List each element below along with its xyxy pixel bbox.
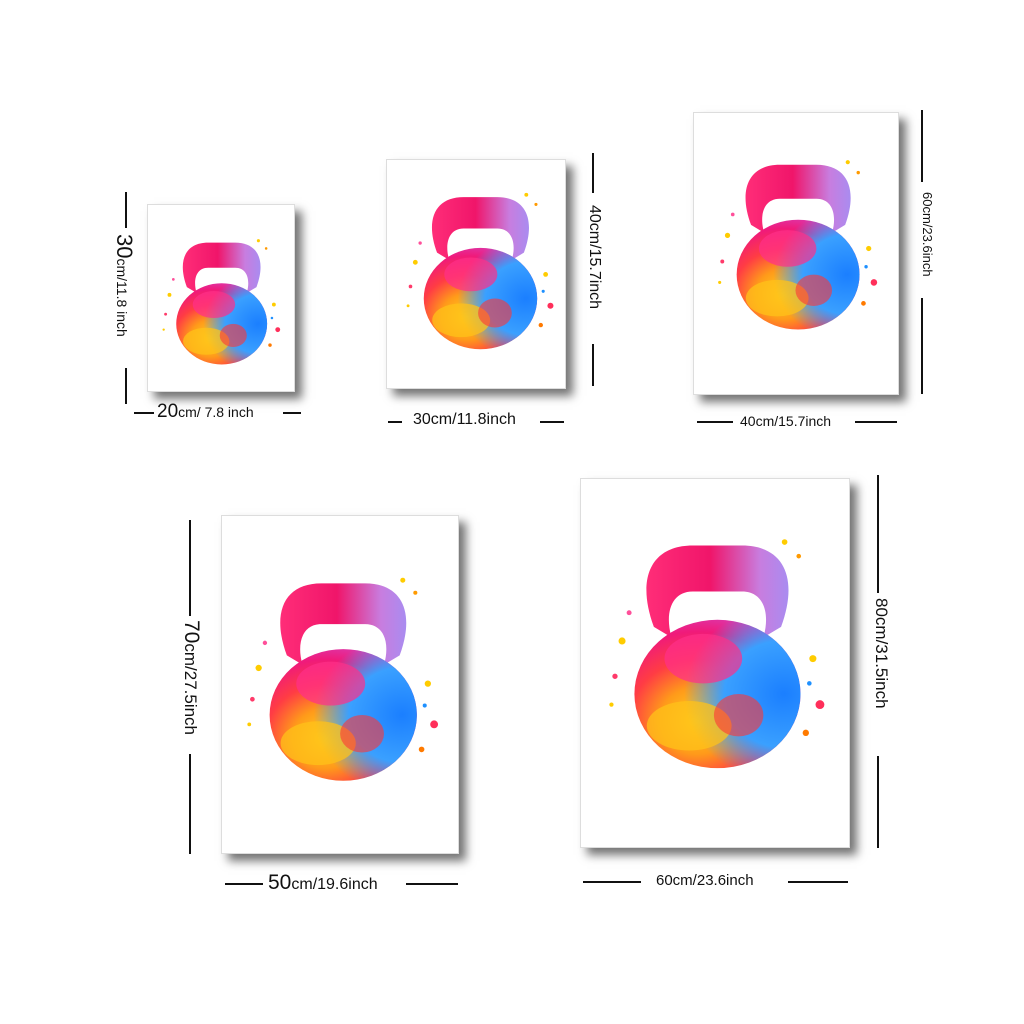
width-marker-line <box>225 883 263 885</box>
height-label: 60cm/23.6inch <box>920 192 935 277</box>
height-label: 40cm/15.7inch <box>586 205 603 310</box>
height-marker-line <box>189 520 191 616</box>
poster-20x30 <box>147 204 295 392</box>
width-marker-line <box>855 421 897 423</box>
width-marker-line <box>540 421 564 423</box>
width-marker-line <box>697 421 733 423</box>
height-label: 70cm/27.5inch <box>180 620 203 736</box>
kettlebell-artwork <box>406 192 554 350</box>
width-marker-line <box>583 881 641 883</box>
width-label: 40cm/15.7inch <box>740 413 832 429</box>
width-marker-line <box>134 412 154 414</box>
height-marker-line <box>592 153 594 193</box>
kettlebell-artwork <box>162 239 281 365</box>
height-marker-line <box>125 192 127 228</box>
height-marker-line <box>877 756 879 848</box>
poster-50x70 <box>221 515 459 854</box>
height-marker-line <box>921 298 923 394</box>
width-marker-line <box>283 412 301 414</box>
poster-30x40 <box>386 159 566 389</box>
width-marker-line <box>388 421 402 423</box>
width-marker-line <box>406 883 458 885</box>
kettlebell-artwork <box>247 577 439 781</box>
kettlebell-artwork <box>718 160 878 330</box>
height-marker-line <box>592 344 594 386</box>
kettlebell-artwork <box>609 539 825 769</box>
width-label: 60cm/23.6inch <box>656 872 754 889</box>
width-label: 30cm/11.8inch <box>413 411 516 428</box>
width-label: 20cm/ 7.8 inch <box>157 401 254 422</box>
height-label: 80cm/31.5inch <box>872 598 891 709</box>
poster-60x80 <box>580 478 850 848</box>
height-marker-line <box>189 754 191 854</box>
width-marker-line <box>788 881 848 883</box>
height-marker-line <box>125 368 127 404</box>
height-marker-line <box>921 110 923 182</box>
height-marker-line <box>877 475 879 593</box>
poster-40x60 <box>693 112 899 395</box>
width-label: 50cm/19.6inch <box>268 871 378 894</box>
height-label: 30cm/11.8 inch <box>112 234 137 337</box>
